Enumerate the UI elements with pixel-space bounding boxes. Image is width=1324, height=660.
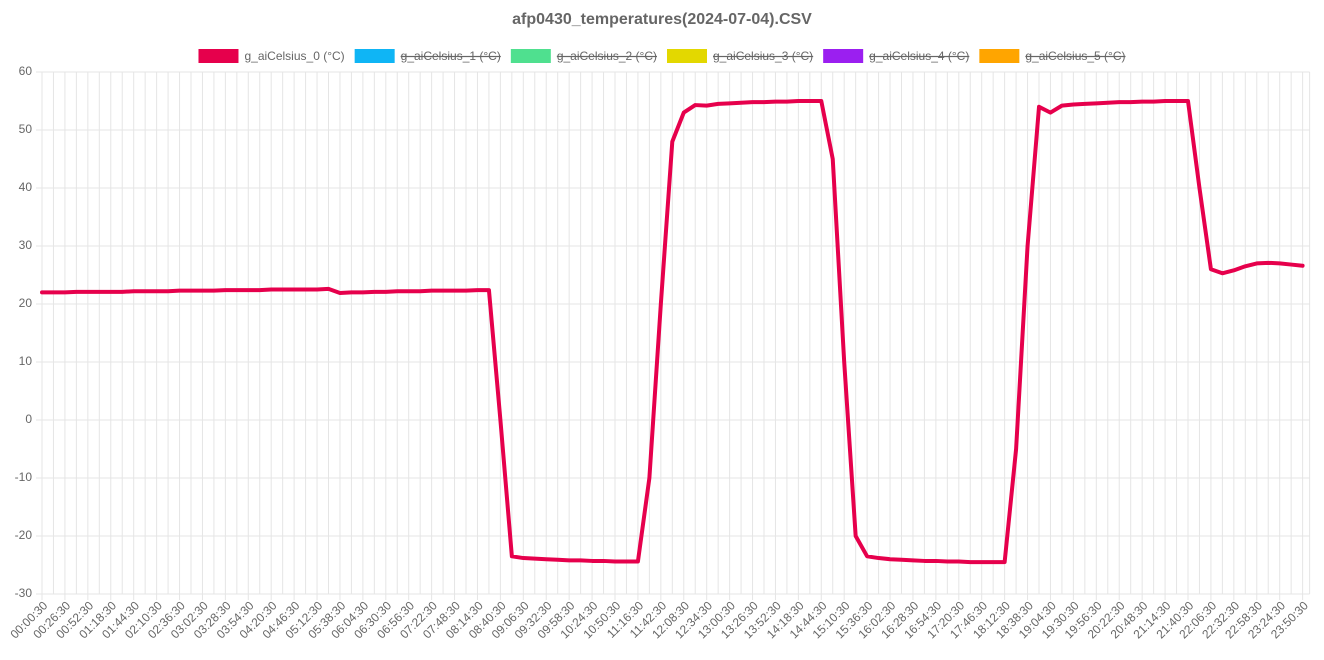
legend-item[interactable]: g_aiCelsius_2 (°C) (510, 49, 657, 63)
y-tick-label: 40 (19, 180, 33, 194)
legend-swatch (198, 49, 239, 63)
legend-item[interactable]: g_aiCelsius_1 (°C) (354, 49, 501, 63)
legend-label: g_aiCelsius_0 (°C) (244, 49, 344, 63)
legend-swatch (510, 49, 551, 63)
legend-item[interactable]: g_aiCelsius_3 (°C) (667, 49, 813, 63)
y-tick-label: -30 (15, 586, 33, 600)
legend-label: g_aiCelsius_5 (°C) (1025, 49, 1125, 63)
chart-title: afp0430_temperatures(2024-07-04).CSV (512, 11, 812, 28)
legend-swatch (667, 49, 707, 63)
y-tick-label: -20 (15, 528, 33, 542)
legend-label: g_aiCelsius_1 (°C) (401, 49, 501, 63)
y-tick-label: 60 (19, 64, 33, 78)
y-tick-label: 20 (19, 296, 33, 310)
legend-item[interactable]: g_aiCelsius_5 (°C) (979, 49, 1126, 63)
data-line (40, 99, 1305, 565)
y-tick-label: 10 (19, 354, 33, 368)
y-tick-label: -10 (15, 470, 33, 484)
legend-swatch (823, 49, 864, 63)
legend-label: g_aiCelsius_4 (°C) (869, 49, 969, 63)
legend-swatch (979, 49, 1020, 63)
legend-label: g_aiCelsius_2 (°C) (557, 49, 657, 63)
y-tick-label: 0 (25, 412, 32, 426)
legend-label: g_aiCelsius_3 (°C) (713, 49, 813, 63)
legend-swatch (354, 49, 395, 63)
legend-item[interactable]: g_aiCelsius_0 (°C) (198, 49, 345, 63)
y-tick-label: 30 (19, 238, 33, 252)
legend-item[interactable]: g_aiCelsius_4 (°C) (823, 49, 969, 63)
y-tick-label: 50 (19, 122, 33, 136)
